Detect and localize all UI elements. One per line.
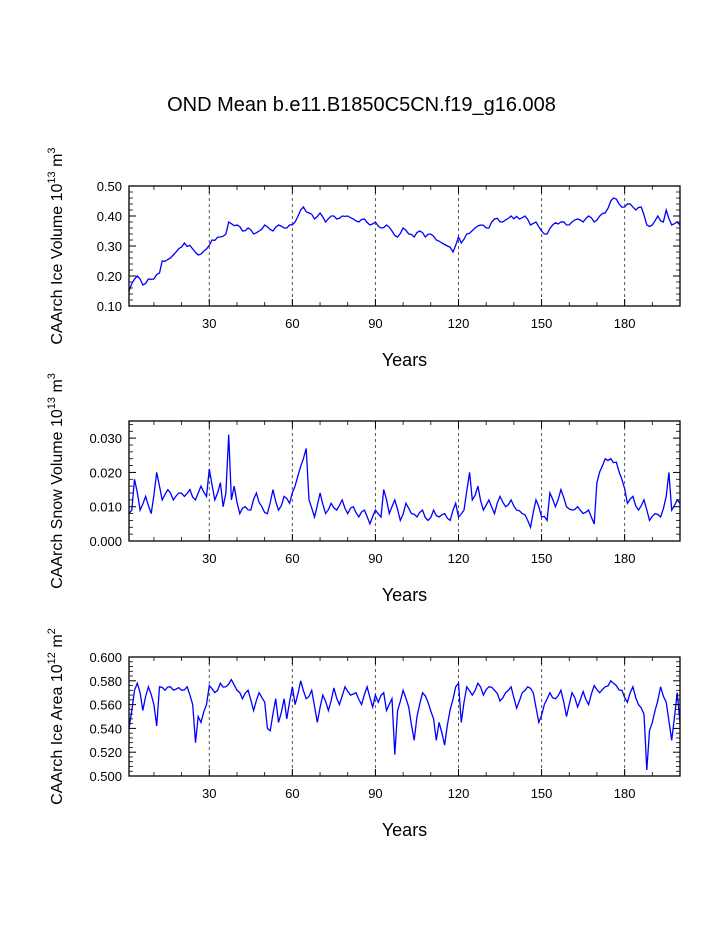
y-title-unit-exponent: 2	[46, 628, 58, 634]
y-axis-title: CAArch Snow Volume 1013 m3	[46, 373, 66, 589]
x-tick-label: 120	[448, 316, 470, 331]
chart-title: OND Mean b.e11.B1850C5CN.f19_g16.008	[167, 94, 556, 116]
y-title-text: CAArch Ice Volume 10	[49, 183, 66, 344]
y-title-text: CAArch Snow Volume 10	[49, 409, 66, 589]
y-tick-label: 0.40	[97, 209, 122, 224]
y-tick-label: 0.560	[89, 698, 122, 713]
y-axis-title: CAArch Ice Area 1012 m2	[46, 628, 66, 805]
x-tick-label: 90	[368, 316, 382, 331]
y-tick-label: 0.20	[97, 269, 122, 284]
y-tick-label: 0.500	[89, 769, 122, 784]
x-tick-label: 90	[368, 551, 382, 566]
y-tick-label: 0.020	[89, 465, 122, 480]
y-title-unit: m	[49, 154, 66, 172]
y-tick-label: 0.30	[97, 239, 122, 254]
y-title-unit: m	[49, 634, 66, 652]
y-title-unit-exponent: 3	[46, 373, 58, 379]
y-title-text: CAArch Ice Area 10	[49, 664, 66, 805]
x-tick-label: 30	[202, 551, 216, 566]
x-axis-title: Years	[382, 585, 427, 605]
x-axis-title: Years	[382, 820, 427, 840]
x-tick-label: 90	[368, 786, 382, 801]
x-tick-label: 120	[448, 551, 470, 566]
ice-area-panel: 30 60 90 120 150 180 0.500 0.520 0.540 0.560 0.580…	[46, 628, 681, 840]
x-tick-label: 30	[202, 316, 216, 331]
y-tick-label: 0.540	[89, 721, 122, 736]
x-tick-label: 150	[531, 551, 553, 566]
plot-frame	[128, 656, 681, 777]
x-tick-label: 150	[531, 786, 553, 801]
y-tick-label: 0.600	[89, 650, 122, 665]
y-title-unit-exponent: 3	[46, 147, 58, 153]
x-axis-title: Years	[382, 350, 427, 370]
y-tick-label: 0.50	[97, 179, 122, 194]
y-tick-label: 0.030	[89, 431, 122, 446]
y-title-exponent: 12	[46, 652, 58, 664]
y-title-unit: m	[49, 379, 66, 397]
data-series-line	[128, 678, 681, 771]
x-tick-label: 60	[285, 316, 299, 331]
y-tick-label: 0.000	[89, 534, 122, 549]
data-series-line	[128, 197, 681, 292]
plot-frame	[128, 185, 681, 307]
y-axis-title: CAArch Ice Volume 1013 m3	[46, 147, 66, 344]
x-tick-label: 180	[614, 316, 636, 331]
plot-frame	[128, 420, 681, 542]
y-tick-label: 0.010	[89, 500, 122, 515]
y-title-exponent: 13	[46, 397, 58, 409]
data-series-line	[128, 434, 681, 530]
x-tick-label: 60	[285, 551, 299, 566]
ice-volume-panel: 30 60 90 120 150 180 0.10 0.20 0.30 0.40 0.50 Years…	[46, 147, 681, 370]
x-tick-label: 120	[448, 786, 470, 801]
x-tick-label: 150	[531, 316, 553, 331]
snow-volume-panel: 30 60 90 120 150 180 0.000 0.010 0.020 0.030 Years…	[46, 373, 681, 605]
y-tick-label: 0.580	[89, 674, 122, 689]
x-tick-label: 180	[614, 786, 636, 801]
y-tick-label: 0.520	[89, 745, 122, 760]
y-title-exponent: 13	[46, 171, 58, 183]
y-tick-label: 0.10	[97, 299, 122, 314]
x-tick-label: 30	[202, 786, 216, 801]
x-tick-label: 60	[285, 786, 299, 801]
x-tick-label: 180	[614, 551, 636, 566]
